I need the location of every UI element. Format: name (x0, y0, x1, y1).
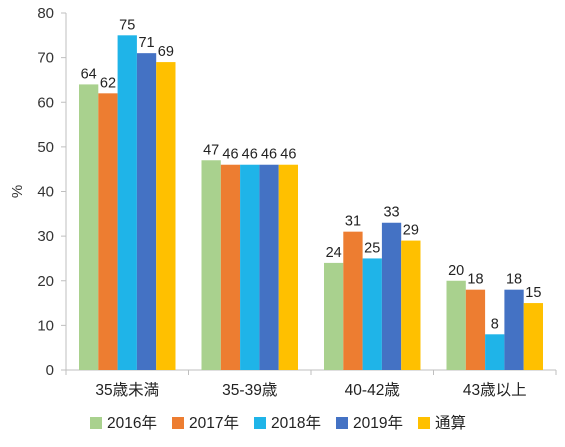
legend: 2016年 2017年 2018年 2019年 通算 (90, 413, 466, 432)
data-label: 8 (491, 316, 499, 332)
data-label: 69 (158, 44, 174, 60)
bar (504, 289, 524, 370)
bar (201, 160, 221, 370)
legend-label: 2019年 (353, 414, 403, 432)
data-label: 29 (403, 223, 419, 239)
y-tick-label: 30 (37, 228, 54, 245)
y-tick-label: 80 (37, 5, 54, 22)
data-label: 46 (280, 147, 296, 163)
data-label: 62 (100, 75, 116, 91)
bar (278, 164, 298, 370)
legend-swatch (90, 417, 102, 429)
legend-label: 2017年 (189, 414, 239, 432)
y-axis-label: % (9, 185, 26, 198)
data-label: 75 (119, 17, 135, 33)
bar (381, 222, 402, 370)
bar (324, 262, 344, 370)
category-labels: 35歳未満 35-39歳 40-42歳 43歳以上 (95, 381, 526, 399)
data-label: 25 (364, 240, 380, 256)
data-label: 71 (138, 35, 154, 51)
bar (98, 93, 118, 370)
bar (465, 289, 486, 370)
data-label: 46 (242, 147, 258, 163)
y-tick-label: 10 (37, 317, 54, 334)
category-label: 35-39歳 (222, 381, 277, 399)
category-label: 43歳以上 (463, 381, 527, 399)
data-label: 15 (525, 285, 541, 301)
bars (79, 35, 543, 371)
y-tick-label: 50 (37, 139, 54, 156)
data-label: 31 (345, 214, 361, 230)
data-label: 24 (326, 245, 342, 261)
data-label: 18 (506, 272, 522, 288)
bar (401, 240, 421, 370)
data-label: 18 (467, 272, 483, 288)
bar (240, 164, 260, 370)
bar (523, 303, 543, 370)
bar (446, 280, 466, 370)
bar (156, 62, 176, 371)
legend-label: 2018年 (271, 414, 321, 432)
y-tick-label: 70 (37, 50, 54, 67)
legend-label: 通算 (435, 413, 466, 432)
bar (343, 231, 363, 370)
bar (136, 53, 157, 370)
bar (362, 258, 382, 370)
bar (117, 35, 137, 370)
bar (220, 164, 241, 370)
data-label: 46 (261, 147, 277, 163)
bar (79, 84, 99, 371)
bar (485, 334, 505, 370)
y-tick-label: 0 (46, 362, 54, 379)
category-label: 35歳未満 (95, 381, 159, 399)
legend-label: 2016年 (107, 414, 157, 432)
legend-swatch (336, 417, 348, 429)
legend-swatch (254, 417, 266, 429)
y-tick-label: 60 (37, 94, 54, 111)
y-tick-label: 20 (37, 273, 54, 290)
data-label: 64 (81, 66, 97, 82)
legend-swatch (418, 417, 430, 429)
data-label: 33 (383, 205, 399, 221)
legend-swatch (172, 417, 184, 429)
data-label: 47 (203, 142, 219, 158)
bar (259, 164, 279, 370)
category-label: 40-42歳 (345, 381, 400, 399)
data-label: 20 (448, 263, 464, 279)
data-label: 46 (222, 147, 238, 163)
y-tick-label: 40 (37, 184, 54, 201)
